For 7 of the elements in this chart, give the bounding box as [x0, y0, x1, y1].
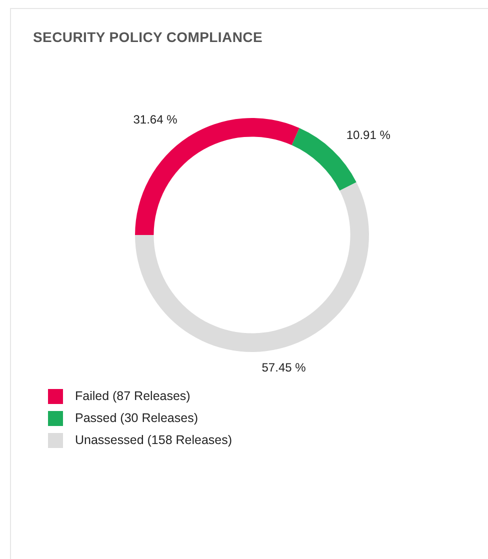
legend-label: Passed (30 Releases) — [75, 411, 198, 425]
legend-label: Failed (87 Releases) — [75, 389, 190, 403]
data-label: 10.91 % — [346, 128, 391, 142]
data-label: 57.45 % — [262, 360, 306, 375]
data-label: 31.64 % — [133, 112, 178, 126]
legend-label: Unassessed (158 Releases) — [75, 433, 232, 447]
chart-title: SECURITY POLICY COMPLIANCE — [33, 29, 262, 45]
